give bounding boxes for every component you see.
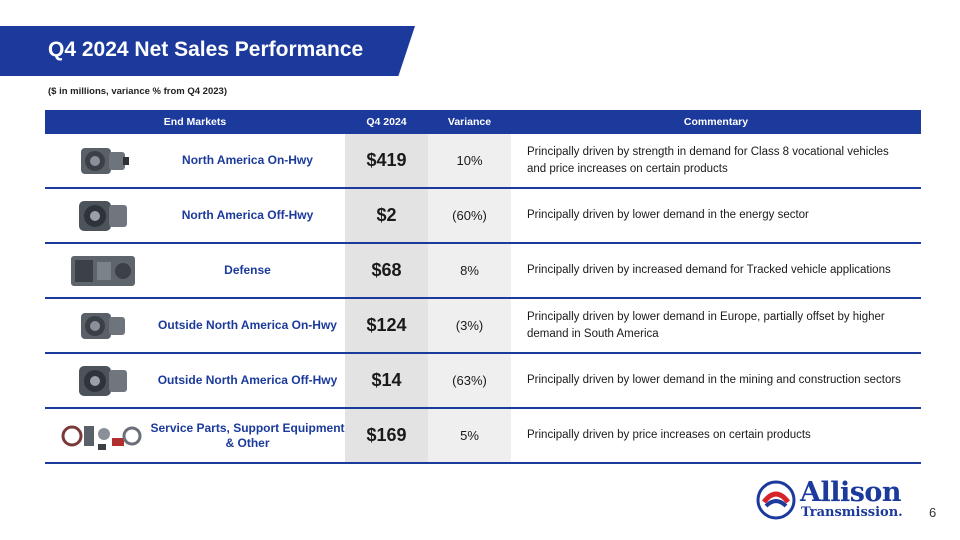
commentary-text: Principally driven by lower demand in th… bbox=[527, 209, 809, 221]
table-row: Service Parts, Support Equipment & Other… bbox=[45, 409, 921, 464]
market-cell: Service Parts, Support Equipment & Other bbox=[45, 409, 345, 462]
table-row: Outside North America Off-Hwy $14 (63%) … bbox=[45, 354, 921, 409]
commentary-text: Principally driven by lower demand in Eu… bbox=[527, 310, 885, 340]
market-cell: North America Off-Hwy bbox=[45, 189, 345, 242]
q4-value: $419 bbox=[345, 134, 428, 187]
commentary-text: Principally driven by strength in demand… bbox=[527, 145, 889, 175]
q4-value: $124 bbox=[345, 299, 428, 352]
on-hwy-transmission-image bbox=[55, 304, 150, 348]
column-header-variance: Variance bbox=[447, 116, 492, 128]
allison-emblem-icon bbox=[756, 480, 796, 520]
market-label: North America On-Hwy bbox=[182, 153, 313, 167]
market-label: Outside North America Off-Hwy bbox=[157, 373, 338, 387]
q4-value: $68 bbox=[345, 244, 428, 297]
table-row: Outside North America On-Hwy $124 (3%) P… bbox=[45, 299, 921, 354]
market-cell: Outside North America On-Hwy bbox=[45, 299, 345, 352]
variance-value: (63%) bbox=[428, 354, 511, 407]
market-label: Service Parts, Support Equipment & Other bbox=[150, 420, 345, 450]
off-hwy-transmission-image bbox=[55, 359, 150, 403]
q4-value: $2 bbox=[345, 189, 428, 242]
table-header: End Markets Q4 2024 Variance Commentary bbox=[45, 110, 921, 134]
column-header-end-markets: End Markets bbox=[163, 116, 227, 128]
market-label: North America Off-Hwy bbox=[181, 208, 314, 222]
table-row: Defense $68 8% Principally driven by inc… bbox=[45, 244, 921, 299]
q4-value: $169 bbox=[345, 409, 428, 462]
logo-subwordmark: Transmission. bbox=[801, 505, 903, 520]
variance-value: (60%) bbox=[428, 189, 511, 242]
commentary-text: Principally driven by lower demand in th… bbox=[527, 374, 901, 386]
market-cell: Outside North America Off-Hwy bbox=[45, 354, 345, 407]
allison-logo: Allison Transmission. bbox=[756, 477, 921, 521]
table-row: North America Off-Hwy $2 (60%) Principal… bbox=[45, 189, 921, 244]
q4-value: $14 bbox=[345, 354, 428, 407]
page-title: Q4 2024 Net Sales Performance bbox=[48, 38, 364, 61]
defense-transmission-image bbox=[55, 249, 150, 293]
title-banner bbox=[0, 26, 415, 76]
market-label: Outside North America On-Hwy bbox=[158, 318, 337, 332]
variance-value: (3%) bbox=[428, 299, 511, 352]
on-hwy-transmission-image bbox=[55, 139, 150, 183]
variance-value: 5% bbox=[428, 409, 511, 462]
table-row: North America On-Hwy $419 10% Principall… bbox=[45, 134, 921, 189]
page-number: 6 bbox=[929, 505, 937, 520]
variance-value: 8% bbox=[428, 244, 511, 297]
page-subtitle: ($ in millions, variance % from Q4 2023) bbox=[48, 86, 227, 97]
column-header-q4-2024: Q4 2024 bbox=[366, 116, 407, 128]
net-sales-table: End Markets Q4 2024 Variance Commentary … bbox=[45, 110, 921, 464]
variance-value: 10% bbox=[428, 134, 511, 187]
logo-wordmark: Allison bbox=[800, 477, 902, 508]
market-cell: Defense bbox=[45, 244, 345, 297]
off-hwy-transmission-image bbox=[55, 194, 150, 238]
commentary-text: Principally driven by increased demand f… bbox=[527, 264, 891, 276]
service-parts-image bbox=[55, 414, 150, 458]
column-header-commentary: Commentary bbox=[683, 116, 749, 128]
market-cell: North America On-Hwy bbox=[45, 134, 345, 187]
commentary-text: Principally driven by price increases on… bbox=[527, 429, 811, 441]
market-label: Defense bbox=[224, 263, 271, 277]
